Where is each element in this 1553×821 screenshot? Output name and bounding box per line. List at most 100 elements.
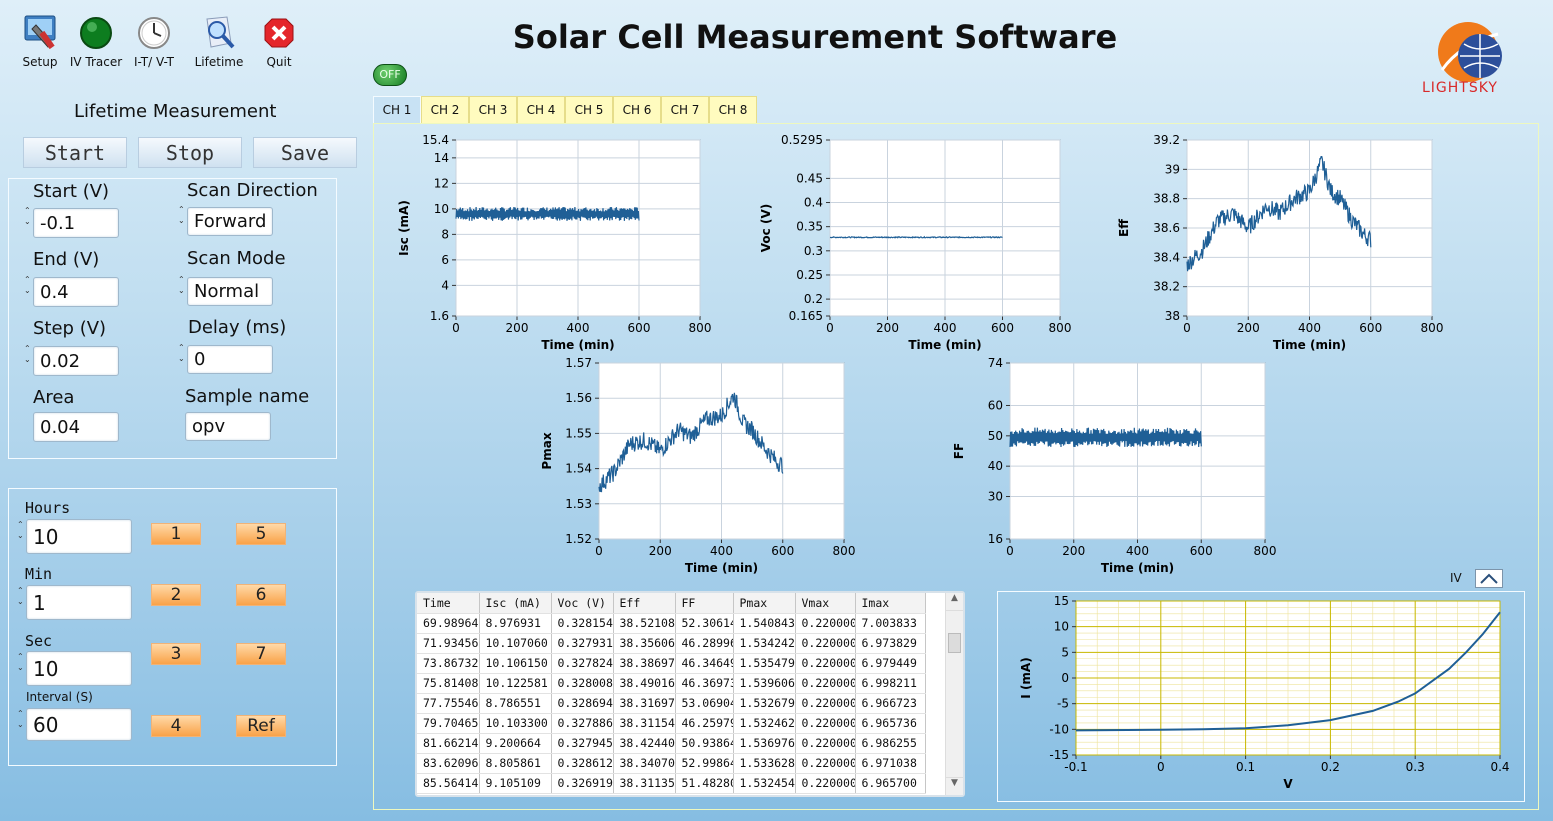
x-tick-label: 800 bbox=[833, 544, 856, 558]
step-voltage-spinner[interactable]: ⌃ ⌄ bbox=[24, 344, 31, 364]
table-cell: 52.99864 bbox=[675, 753, 734, 774]
step-voltage-input[interactable]: 0.02 bbox=[33, 346, 119, 376]
table-row[interactable]: 83.62096 8.805861 0.328612 38.34070 52.99864… bbox=[417, 753, 926, 774]
delay-spinner[interactable]: ⌃ ⌄ bbox=[178, 343, 185, 363]
preset-button-3[interactable]: 3 bbox=[151, 643, 201, 665]
toolbar-iv-tracer-button[interactable]: IV Tracer bbox=[63, 12, 129, 69]
scan-mode-select[interactable]: Normal bbox=[187, 277, 273, 306]
table-row[interactable]: 69.98964 8.976931 0.328154 38.52108 52.30614… bbox=[417, 613, 926, 634]
table-row[interactable]: 79.70465 10.103300 0.327886 38.31154 46.2597… bbox=[417, 713, 926, 734]
table-row[interactable]: 85.56414 9.105109 0.326919 38.31135 51.48280… bbox=[417, 773, 926, 794]
table-row[interactable]: 73.86732 10.106150 0.327824 38.38697 46.3464… bbox=[417, 653, 926, 674]
table-row[interactable]: 81.66214 9.200664 0.327945 38.42440 50.93864… bbox=[417, 733, 926, 754]
preset-button-2[interactable]: 2 bbox=[151, 584, 201, 606]
preset-button-5[interactable]: 5 bbox=[236, 523, 286, 545]
y-tick-label: 14 bbox=[434, 151, 449, 165]
preset-button-1[interactable]: 1 bbox=[151, 523, 201, 545]
channel-content-panel bbox=[373, 123, 1539, 810]
x-tick-label: 800 bbox=[1254, 544, 1277, 558]
scan-mode-spinner[interactable]: ⌃ ⌄ bbox=[178, 275, 185, 295]
x-tick-label: 0.3 bbox=[1406, 760, 1425, 774]
lightsky-logo: LIGHTSKY bbox=[1420, 14, 1516, 98]
scan-direction-select[interactable]: Forward bbox=[187, 207, 273, 236]
hours-spinner[interactable]: ⌃ ⌄ bbox=[17, 520, 24, 540]
toolbar-label: Setup bbox=[22, 55, 58, 69]
table-row[interactable]: 75.81408 10.122581 0.328008 38.49016 46.3697… bbox=[417, 673, 926, 694]
table-cell: 6.979449 bbox=[855, 653, 926, 674]
timer-panel bbox=[8, 488, 337, 766]
table-cell: 0.220000 bbox=[795, 673, 856, 694]
min-label: Min bbox=[25, 565, 53, 583]
y-tick-label: -10 bbox=[1049, 722, 1069, 736]
preset-button-6[interactable]: 6 bbox=[236, 584, 286, 606]
table-row[interactable]: 77.75546 8.786551 0.328694 38.31697 53.06904… bbox=[417, 693, 926, 714]
y-tick-label: 1.56 bbox=[565, 391, 592, 405]
step-voltage-label: Step (V) bbox=[33, 318, 107, 339]
tab-ch8[interactable]: CH 8 bbox=[709, 96, 757, 123]
start-voltage-spinner[interactable]: ⌃ ⌄ bbox=[24, 206, 31, 226]
table-cell: 0.220000 bbox=[795, 773, 856, 794]
iv-plot-toggle-button[interactable] bbox=[1475, 569, 1503, 588]
y-axis-label: Isc (mA) bbox=[397, 200, 411, 256]
sec-spinner[interactable]: ⌃ ⌄ bbox=[17, 652, 24, 672]
tab-ch6[interactable]: CH 6 bbox=[613, 96, 661, 123]
preset-button-4[interactable]: 4 bbox=[151, 715, 201, 737]
end-voltage-spinner[interactable]: ⌃ ⌄ bbox=[24, 275, 31, 295]
scroll-up-icon[interactable]: ▲ bbox=[946, 593, 963, 611]
table-cell: 0.327824 bbox=[551, 653, 614, 674]
series-line bbox=[1186, 156, 1372, 272]
table-cell: 8.976931 bbox=[479, 613, 552, 634]
start-button[interactable]: Start bbox=[23, 137, 127, 168]
x-tick-label: 200 bbox=[876, 321, 899, 335]
tab-ch1[interactable]: CH 1 bbox=[373, 96, 421, 124]
scroll-down-icon[interactable]: ▼ bbox=[946, 777, 963, 795]
table-cell: 85.56414 bbox=[417, 773, 480, 794]
sec-input[interactable]: 10 bbox=[26, 651, 132, 686]
table-scrollbar[interactable]: ▲ ▼ bbox=[945, 593, 963, 795]
scan-direction-spinner[interactable]: ⌃ ⌄ bbox=[178, 205, 185, 225]
end-voltage-label: End (V) bbox=[33, 249, 100, 270]
area-input[interactable]: 0.04 bbox=[33, 412, 119, 442]
tab-ch3[interactable]: CH 3 bbox=[469, 96, 517, 123]
toolbar-setup-button[interactable]: Setup bbox=[7, 12, 73, 69]
voc-chart: 0 200 400 600 800 0.165 0.2 0.25 0.3 0.35 0.4 0.45 0… bbox=[759, 133, 1071, 352]
min-input[interactable]: 1 bbox=[26, 585, 132, 620]
hours-input[interactable]: 10 bbox=[26, 519, 132, 554]
y-tick-label: -15 bbox=[1049, 748, 1069, 762]
start-voltage-input[interactable]: -0.1 bbox=[33, 208, 119, 238]
y-tick-label: 1.53 bbox=[565, 497, 592, 511]
toolbar-it-vt-button[interactable]: I-T/ V-T bbox=[121, 12, 187, 69]
y-tick-label: 4 bbox=[441, 278, 449, 292]
x-tick-label: 400 bbox=[1298, 321, 1321, 335]
scroll-thumb[interactable] bbox=[948, 633, 961, 653]
delay-input[interactable]: 0 bbox=[187, 345, 273, 374]
tab-ch4[interactable]: CH 4 bbox=[517, 96, 565, 123]
table-cell: 0.327945 bbox=[551, 733, 614, 754]
x-tick-label: 0 bbox=[826, 321, 834, 335]
table-cell: 0.328008 bbox=[551, 673, 614, 694]
toolbar-quit-button[interactable]: Quit bbox=[246, 12, 312, 69]
table-row[interactable]: 71.93456 10.107060 0.327931 38.35606 46.2899… bbox=[417, 633, 926, 654]
stop-button[interactable]: Stop bbox=[138, 137, 242, 168]
toolbar-lifetime-button[interactable]: Lifetime bbox=[186, 12, 252, 69]
reference-button[interactable]: Ref bbox=[236, 715, 286, 737]
tab-ch7[interactable]: CH 7 bbox=[661, 96, 709, 123]
tab-ch5[interactable]: CH 5 bbox=[565, 96, 613, 123]
end-voltage-input[interactable]: 0.4 bbox=[33, 277, 119, 307]
tab-ch2[interactable]: CH 2 bbox=[421, 96, 469, 123]
x-tick-label: 0.1 bbox=[1236, 760, 1255, 774]
interval-spinner[interactable]: ⌃ ⌄ bbox=[17, 709, 24, 729]
y-tick-label: 0.4 bbox=[804, 196, 823, 210]
pmax-chart: 0 200 400 600 800 1.52 1.53 1.54 1.55 1.56 1.57 Tim… bbox=[540, 356, 856, 575]
min-spinner[interactable]: ⌃ ⌄ bbox=[17, 586, 24, 606]
sample-name-label: Sample name bbox=[185, 386, 310, 407]
save-button[interactable]: Save bbox=[253, 137, 357, 168]
power-toggle[interactable]: OFF bbox=[373, 64, 407, 86]
preset-button-7[interactable]: 7 bbox=[236, 643, 286, 665]
table-cell: 1.539606 bbox=[733, 673, 796, 694]
x-tick-label: 0 bbox=[452, 321, 460, 335]
sample-name-input[interactable]: opv bbox=[185, 412, 271, 441]
table-cell: 0.220000 bbox=[795, 693, 856, 714]
interval-input[interactable]: 60 bbox=[26, 708, 132, 741]
table-cell: 71.93456 bbox=[417, 633, 480, 654]
